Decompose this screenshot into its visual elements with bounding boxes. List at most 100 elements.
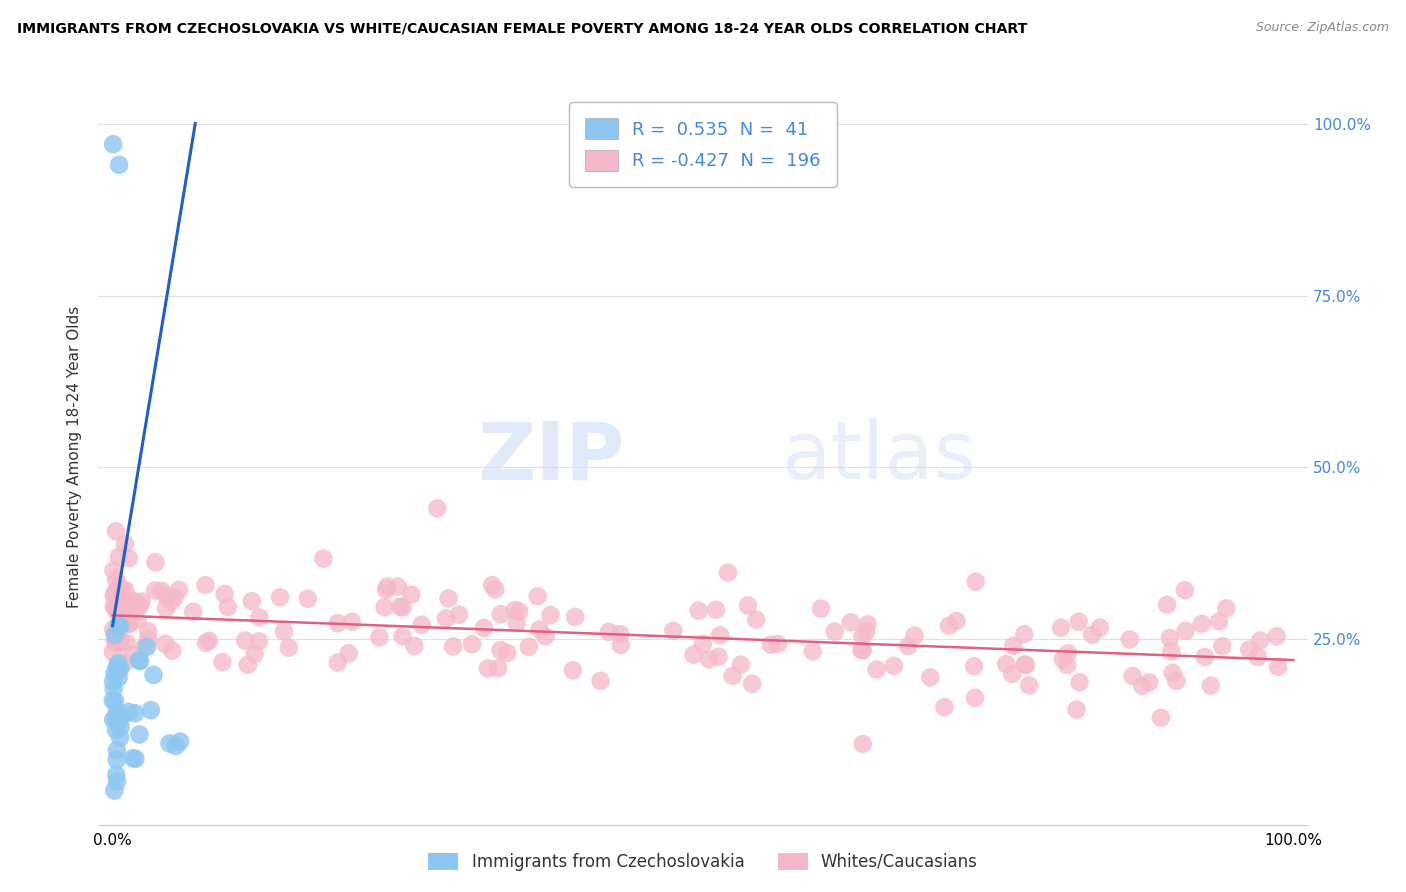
Point [375,580,398,594]
Point [610,638,633,652]
Point [447,607,470,622]
Point [375,582,398,597]
Point [883,658,905,673]
Point [165,739,187,753]
Point [477,662,499,676]
Point [150,583,173,598]
Point [104,630,127,644]
Point [124,594,146,608]
Point [526,589,548,603]
Point [115,636,138,650]
Point [108,603,131,617]
Point [340,615,363,629]
Point [1215,601,1237,615]
Point [855,624,877,639]
Point [108,731,131,745]
Point [240,594,263,608]
Point [1150,711,1173,725]
Point [105,723,128,737]
Point [589,673,612,688]
Point [105,573,128,587]
Point [110,720,132,734]
Point [692,637,714,651]
Point [337,646,360,660]
Point [1267,660,1289,674]
Point [484,582,506,597]
Point [118,617,141,632]
Point [856,617,879,632]
Point [107,602,129,616]
Point [162,644,184,658]
Point [903,629,925,643]
Point [945,614,967,628]
Point [136,632,159,646]
Point [105,633,128,648]
Point [1014,657,1036,672]
Point [717,566,740,580]
Point [391,629,413,643]
Point [934,700,956,714]
Point [134,640,156,654]
Point [1247,649,1270,664]
Point [214,587,236,601]
Point [105,768,128,782]
Point [865,663,887,677]
Legend: Immigrants from Czechoslovakia, Whites/Caucasians: Immigrants from Czechoslovakia, Whites/C… [420,845,986,880]
Point [388,599,411,614]
Point [1239,642,1261,657]
Point [810,601,832,615]
Point [163,591,186,605]
Point [598,624,620,639]
Point [155,601,177,615]
Point [1018,678,1040,692]
Point [114,596,136,610]
Point [277,640,299,655]
Point [1081,628,1104,642]
Point [103,666,125,681]
Point [103,137,125,152]
Point [741,677,763,691]
Point [111,583,134,598]
Point [1156,598,1178,612]
Point [759,638,782,652]
Point [159,737,181,751]
Point [217,599,239,614]
Point [1014,627,1036,641]
Point [104,601,127,615]
Point [269,590,291,604]
Point [103,713,125,727]
Point [103,681,125,696]
Point [169,734,191,748]
Legend: R =  0.535  N =  41, R = -0.427  N =  196: R = 0.535 N = 41, R = -0.427 N = 196 [569,102,837,187]
Point [1159,631,1181,645]
Point [1088,621,1111,635]
Point [142,668,165,682]
Point [897,639,920,653]
Point [105,599,128,614]
Point [160,594,183,608]
Point [434,611,457,625]
Point [111,611,134,625]
Point [247,634,270,648]
Point [1057,646,1080,660]
Point [709,628,731,642]
Point [117,608,139,623]
Point [1265,629,1288,643]
Point [496,646,519,660]
Point [852,737,875,751]
Point [114,597,136,611]
Point [108,615,131,630]
Point [963,690,986,705]
Point [114,537,136,551]
Point [517,640,540,654]
Point [437,591,460,606]
Point [1194,650,1216,665]
Point [128,727,150,741]
Point [489,643,512,657]
Point [1132,679,1154,693]
Point [101,674,124,689]
Point [326,656,349,670]
Point [852,643,875,657]
Point [110,592,132,607]
Point [920,670,942,684]
